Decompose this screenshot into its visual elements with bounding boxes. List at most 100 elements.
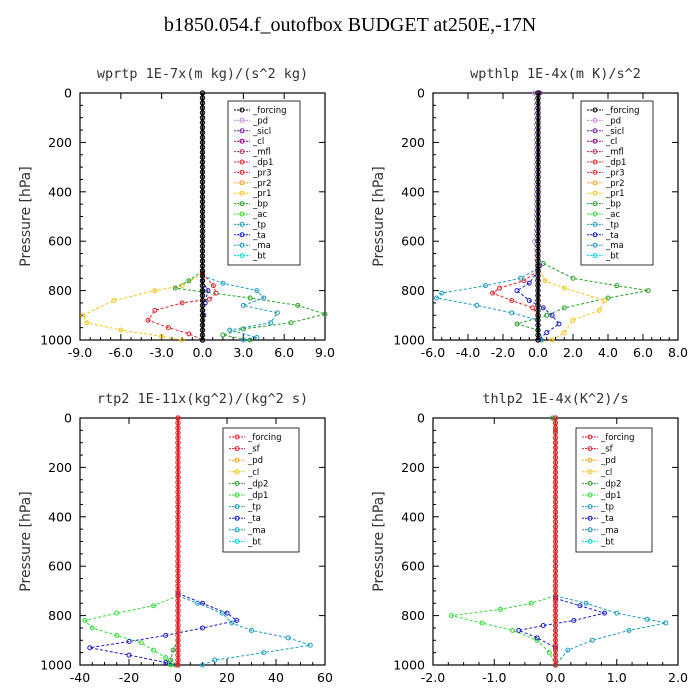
panel-3-point-tp — [195, 600, 201, 606]
panel-4-legend-label: _bt — [600, 537, 615, 547]
panel-1-point-forcing-marker — [199, 263, 206, 269]
panel-3-point-tp — [200, 662, 205, 668]
panel-1-point-forcing-marker — [199, 297, 206, 304]
panel-4-legend-marker — [587, 504, 593, 510]
panel-3-point-forcing-marker — [175, 533, 181, 540]
panel-3-ytick-label: 200 — [48, 460, 72, 475]
panel-2-point-ta — [540, 305, 546, 311]
panel-3-point-tp — [212, 657, 218, 663]
panel-4-point-dp1 — [448, 613, 454, 619]
panel-4-point-forcing-marker — [552, 519, 559, 525]
panel-2-point-ta — [549, 312, 555, 318]
panel-1-legend-marker — [239, 211, 245, 217]
panel-4-point-forcing-marker — [552, 420, 559, 426]
panel-1-point-forcing-marker — [199, 243, 206, 249]
panel-1-point-ac — [247, 337, 253, 343]
panel-1-legend-label: _tp — [252, 220, 266, 230]
panel-4-legend-label: _pd — [600, 456, 616, 466]
panel-1-legend-label: _pr3 — [252, 168, 272, 178]
panel-3-legend-marker — [234, 480, 240, 486]
panel-3-point-forcing-marker — [175, 627, 181, 634]
panel-3-point-forcing-marker — [175, 657, 181, 663]
panel-3-point-dp1 — [163, 655, 169, 661]
panel-2-xtick-label: 2.0 — [563, 345, 583, 360]
panel-4-point-forcing-marker — [552, 578, 559, 584]
panel-3-xtick-label: -20 — [119, 670, 139, 685]
panel-4-legend-label: _sf — [600, 445, 614, 455]
panel-3-series-tp — [177, 595, 311, 666]
panel-1-point-forcing-marker — [199, 164, 206, 170]
panel-3-point-forcing-marker — [175, 499, 181, 505]
panel-3-point-forcing-marker — [175, 420, 181, 426]
panel-3-legend-marker — [234, 538, 240, 544]
panel-2-point-forcing-marker — [535, 282, 541, 289]
panel-3-point-forcing-marker — [175, 469, 181, 476]
panel-3-point-forcing-marker — [175, 642, 181, 648]
panel-4-point-forcing-marker — [552, 662, 559, 668]
panel-1-xtick-label: 9.0 — [315, 345, 335, 360]
panel-4-point-forcing-marker — [552, 548, 559, 555]
panel-4-point-tp — [565, 647, 571, 653]
panel-1-legend-label: _bt — [252, 252, 267, 262]
panel-1-point-tp — [240, 337, 246, 343]
panel-3-point-forcing-marker — [175, 578, 181, 584]
panel-3-point-forcing-marker — [175, 647, 181, 653]
panel-1-point-tp — [261, 295, 267, 301]
panel-2-point-pd — [532, 238, 537, 244]
panel-4-point-dp1 — [497, 606, 503, 612]
panel-2-point-forcing-marker — [535, 174, 541, 180]
panel-4-legend-label: _ta — [600, 514, 614, 524]
panel-1-point-forcing-marker — [199, 282, 206, 289]
panel-4-point-forcing-marker — [552, 627, 559, 634]
panel-1-ytick-label: 600 — [48, 234, 72, 249]
panel-3-point-ta — [163, 660, 169, 666]
panel-3-point-forcing-marker — [175, 662, 181, 668]
panel-4-point-forcing-marker — [552, 479, 559, 485]
panel-3-point-forcing-marker — [175, 598, 181, 604]
panel-1-legend-label: _ta — [252, 231, 266, 241]
panel-1-point-forcing-marker — [199, 248, 206, 254]
panel-4-point-forcing-marker — [552, 415, 559, 421]
panel-2-point-tp — [439, 290, 445, 296]
panel-2-point-ta — [514, 288, 520, 294]
panel-2-point-forcing-marker — [535, 332, 541, 338]
panel-2-legend-label: _pd — [605, 116, 621, 126]
panel-4-ytick-label: 0 — [417, 411, 425, 426]
panel-3-point-forcing-marker — [175, 425, 181, 431]
panel-3-point-forcing-marker — [175, 523, 181, 530]
panel-3-point-forcing-marker — [175, 652, 181, 658]
panel-3-legend-label: _ma — [247, 526, 266, 536]
panel-2-point-forcing-marker — [535, 253, 541, 259]
panel-2-ytick-label: 1000 — [393, 333, 425, 348]
panel-2-point-forcing-marker — [535, 243, 541, 249]
panel-1-series-ta — [202, 280, 209, 341]
panel-1-point-forcing-marker — [199, 337, 206, 343]
panel-2-legend-label: _tp — [605, 220, 619, 230]
panel-2-title: wpthlp 1E-4x(m K)/s^2 — [470, 66, 641, 82]
panel-1-legend-label: _cl — [252, 137, 264, 147]
panel-2-point-forcing-marker — [535, 223, 541, 230]
panel-4-point-forcing-marker — [552, 533, 559, 540]
panel-3-point-forcing-marker — [175, 454, 181, 461]
panel-1-point-tp — [254, 288, 260, 294]
panel-1-ytick-label: 1000 — [40, 333, 72, 348]
panel-2-point-forcing-marker — [535, 189, 541, 195]
panel-1-point-tp — [227, 327, 233, 333]
panel-4-point-ta — [571, 618, 577, 624]
panel-1-xtick-label: 3.0 — [233, 345, 253, 360]
panel-1-legend-marker — [239, 117, 245, 123]
panel-1-point-dp1 — [145, 317, 151, 323]
panel-4-point-forcing-marker — [552, 588, 559, 594]
panel-3-point-forcing-marker — [175, 474, 181, 480]
panel-4-xtick-label: -2.0 — [421, 670, 445, 685]
panel-1-point-forcing-marker — [199, 100, 206, 106]
panel-3-point-forcing-marker — [175, 637, 181, 643]
panel-2-point-tp — [474, 302, 480, 308]
panel-2-point-forcing-marker — [535, 105, 541, 111]
panel-2-point-forcing-marker — [535, 144, 541, 151]
panel-3-point-forcing-marker — [175, 568, 181, 574]
panel-3-point-forcing-marker — [175, 543, 181, 550]
panel-1-legend-marker — [239, 201, 245, 207]
panel-1-point-pr1 — [80, 312, 86, 318]
panel-2-point-forcing-marker — [535, 184, 541, 190]
